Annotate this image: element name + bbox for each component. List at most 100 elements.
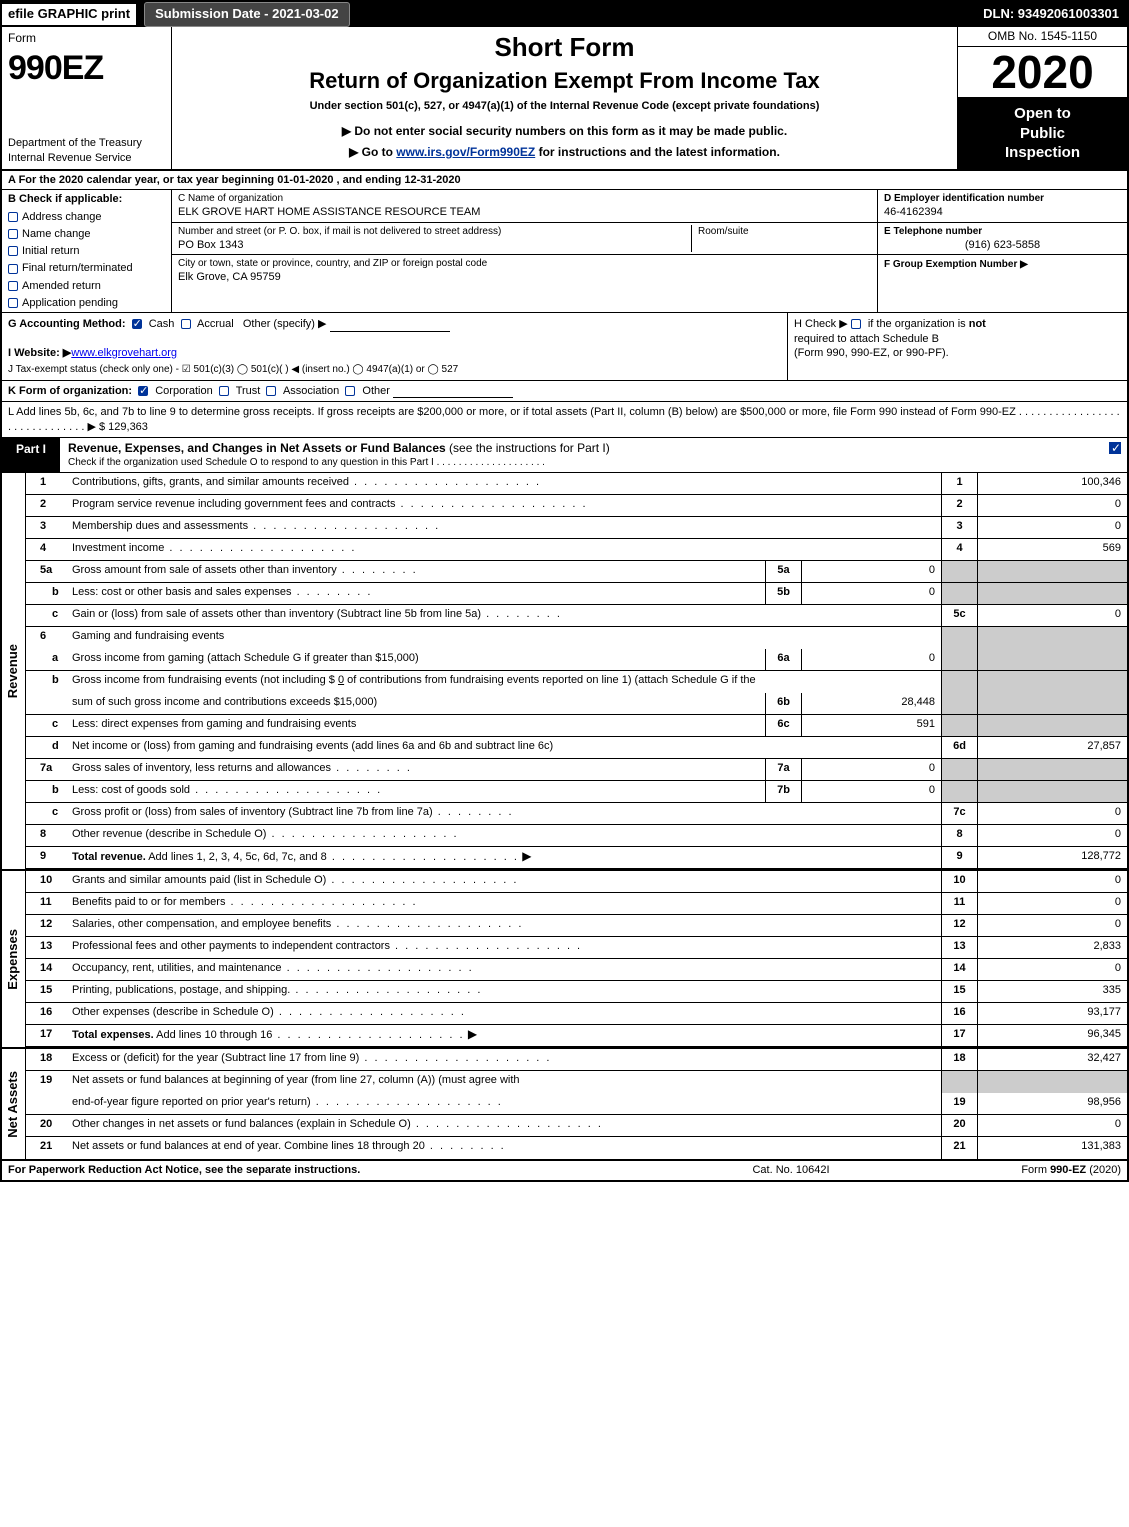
rn8: 8 (941, 825, 977, 846)
part1-title-text: Revenue, Expenses, and Changes in Net As… (68, 441, 449, 455)
d21: Net assets or fund balances at end of ye… (68, 1137, 941, 1159)
chk-corporation[interactable] (138, 386, 148, 396)
d6c: Less: direct expenses from gaming and fu… (68, 715, 765, 736)
rn5c: 5c (941, 605, 977, 626)
section-d: D Employer identification number 46-4162… (878, 190, 1127, 222)
rn11: 11 (941, 893, 977, 914)
page-footer: For Paperwork Reduction Act Notice, see … (2, 1159, 1127, 1179)
grey7a (941, 759, 977, 780)
addr-label: Number and street (or P. O. box, if mail… (178, 225, 691, 238)
revenue-label: Revenue (2, 473, 26, 869)
row-8: 8 Other revenue (describe in Schedule O)… (26, 825, 1127, 847)
chk-cash[interactable] (132, 319, 142, 329)
n16: 16 (26, 1003, 68, 1024)
grey6b2 (941, 693, 977, 714)
n6b2 (26, 693, 68, 714)
cat-no: Cat. No. 10642I (661, 1163, 921, 1177)
chk-accrual[interactable] (181, 319, 191, 329)
irs-link[interactable]: www.irs.gov/Form990EZ (396, 145, 535, 159)
row-6b-2: sum of such gross income and contributio… (26, 693, 1127, 715)
j-line: J Tax-exempt status (check only one) - ☑… (8, 363, 781, 376)
rv8: 0 (977, 825, 1127, 846)
chk-association[interactable] (266, 386, 276, 396)
greyv7b (977, 781, 1127, 802)
chk-h[interactable] (851, 319, 861, 329)
n14: 14 (26, 959, 68, 980)
d1: Contributions, gifts, grants, and simila… (68, 473, 941, 494)
row-6c: c Less: direct expenses from gaming and … (26, 715, 1127, 737)
rn15: 15 (941, 981, 977, 1002)
room-suite: Room/suite (691, 225, 871, 252)
rn3: 3 (941, 517, 977, 538)
part1-check[interactable] (1103, 438, 1127, 473)
d8: Other revenue (describe in Schedule O) (68, 825, 941, 846)
i-label: I Website: ▶ (8, 347, 71, 359)
rv11: 0 (977, 893, 1127, 914)
form-word: Form (8, 31, 165, 47)
row-16: 16 Other expenses (describe in Schedule … (26, 1003, 1127, 1025)
n6b: b (26, 671, 68, 693)
goto-line: ▶ Go to www.irs.gov/Form990EZ for instru… (180, 145, 949, 161)
row-6: 6 Gaming and fundraising events (26, 627, 1127, 649)
rv6d: 27,857 (977, 737, 1127, 758)
mv7b: 0 (801, 781, 941, 802)
d6d: Net income or (loss) from gaming and fun… (68, 737, 941, 758)
org-address: PO Box 1343 (178, 238, 691, 252)
rn2: 2 (941, 495, 977, 516)
d15: Printing, publications, postage, and shi… (68, 981, 941, 1002)
greyv6a (977, 649, 1127, 670)
mv6a: 0 (801, 649, 941, 670)
chk-final-return[interactable]: Final return/terminated (8, 261, 165, 275)
chk-application-pending[interactable]: Application pending (8, 296, 165, 310)
mn6b: 6b (765, 693, 801, 714)
mv6b: 28,448 (801, 693, 941, 714)
mv6c: 591 (801, 715, 941, 736)
l-text: L Add lines 5b, 6c, and 7b to line 9 to … (8, 406, 1120, 432)
chk-initial-return[interactable]: Initial return (8, 244, 165, 258)
mn5a: 5a (765, 561, 801, 582)
n1: 1 (26, 473, 68, 494)
g-other-input[interactable] (330, 320, 450, 332)
k-trust: Trust (236, 385, 261, 397)
rn6d: 6d (941, 737, 977, 758)
n6c: c (26, 715, 68, 736)
grey6c (941, 715, 977, 736)
l-value: 129,363 (108, 421, 148, 433)
section-c: C Name of organization ELK GROVE HART HO… (172, 190, 877, 312)
submission-date-button[interactable]: Submission Date - 2021-03-02 (144, 2, 350, 27)
website-link[interactable]: www.elkgrovehart.org (71, 347, 177, 359)
chk-amended-return[interactable]: Amended return (8, 279, 165, 293)
n12: 12 (26, 915, 68, 936)
mn7b: 7b (765, 781, 801, 802)
greyv5b (977, 583, 1127, 604)
rv5c: 0 (977, 605, 1127, 626)
d14: Occupancy, rent, utilities, and maintena… (68, 959, 941, 980)
open-to-public: Open to Public Inspection (958, 98, 1127, 169)
efile-print[interactable]: efile GRAPHIC print (2, 4, 138, 25)
d6: Gaming and fundraising events (68, 627, 941, 649)
k-other-input[interactable] (393, 386, 513, 398)
chk-name-change[interactable]: Name change (8, 227, 165, 241)
d12: Salaries, other compensation, and employ… (68, 915, 941, 936)
open1: Open to (962, 104, 1123, 124)
org-city: Elk Grove, CA 95759 (178, 270, 871, 284)
row-4: 4 Investment income 4 569 (26, 539, 1127, 561)
g-label: G Accounting Method: (8, 318, 126, 330)
greyv5a (977, 561, 1127, 582)
n10: 10 (26, 871, 68, 892)
row-7b: b Less: cost of goods sold 7b 0 (26, 781, 1127, 803)
row-7c: c Gross profit or (loss) from sales of i… (26, 803, 1127, 825)
rv18: 32,427 (977, 1049, 1127, 1070)
omb-number: OMB No. 1545-1150 (958, 27, 1127, 48)
k-label: K Form of organization: (8, 385, 132, 397)
chk-address-change[interactable]: Address change (8, 210, 165, 224)
rn9: 9 (941, 847, 977, 868)
form-header: Form 990EZ Department of the Treasury In… (2, 27, 1127, 171)
chk-trust[interactable] (219, 386, 229, 396)
grey6 (941, 627, 977, 649)
rn7c: 7c (941, 803, 977, 824)
open2: Public (962, 124, 1123, 144)
short-form-title: Short Form (180, 31, 949, 65)
n7b: b (26, 781, 68, 802)
chk-other-org[interactable] (345, 386, 355, 396)
